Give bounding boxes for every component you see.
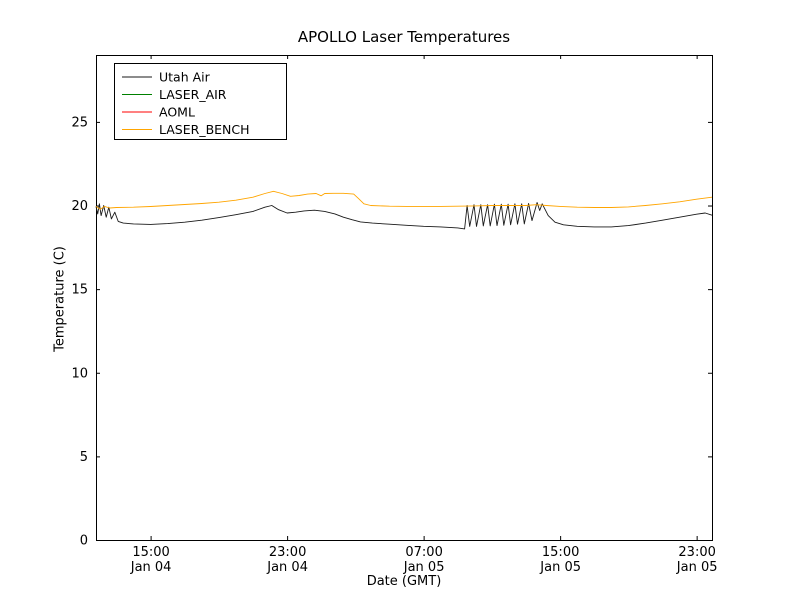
y-tick-label: 10 [71,366,88,381]
x-tick-label-time: 15:00 [132,545,169,560]
x-tick-label-time: 15:00 [542,545,579,560]
legend-label-aoml: AOML [159,105,195,120]
x-tick-label-date: Jan 04 [130,560,172,575]
legend-label-utah-air: Utah Air [159,70,211,85]
x-tick-label-date: Jan 05 [539,560,581,575]
x-axis-label: Date (GMT) [366,574,442,589]
y-tick-label: 5 [80,450,88,465]
chart-title: APOLLO Laser Temperatures [297,28,511,46]
legend-label-laser_bench: LASER_BENCH [159,122,250,137]
legend-box [114,63,287,140]
y-tick-label: 15 [71,283,88,298]
y-tick-label: 20 [71,199,88,214]
axes-frame [96,55,713,541]
legend-label-laser_air: LASER_AIR [159,87,227,102]
legend: Utah Air LASER_AIR AOML LASER_BENCH [114,63,287,140]
x-tick-label-date: Jan 05 [676,560,718,575]
y-tick-label: 25 [71,115,88,130]
x-tick-label-date: Jan 05 [403,560,445,575]
x-tick-label-time: 23:00 [269,545,306,560]
x-tick-label-date: Jan 04 [266,560,308,575]
x-tick-label-time: 07:00 [405,545,442,560]
series-line-utah-air [95,202,713,230]
x-tick-label-time: 23:00 [678,545,715,560]
series-line-laser_bench [95,190,713,210]
y-tick-label: 0 [80,534,88,549]
